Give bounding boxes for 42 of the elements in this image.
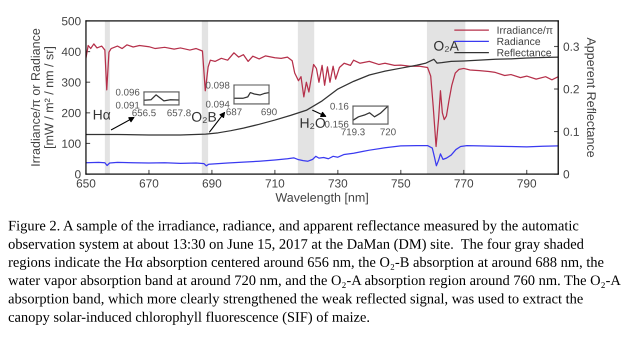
x-tick-label: 650 [76, 179, 96, 188]
legend-label: Radiance [497, 37, 540, 46]
x-axis-title: Wavelength [nm] [275, 192, 368, 204]
x-tick-label: 770 [454, 179, 474, 188]
x-tick-label: 790 [517, 179, 536, 188]
y-tick-label: 100 [62, 139, 81, 148]
y-tick-label: 500 [62, 17, 81, 26]
y-axis-title: Irradiance/π or Radiance [mW / m² / nm / sr] [30, 28, 56, 166]
y2-tick-label: 0 [564, 170, 570, 178]
caption: Figure 2. A sample of the irradiance, radiance, and apparent reflectance measured by the automatic observation system at about 13:30 on June 15, 2017 at the DaMan (DM) site. The four gray shaded regions indicate the Hα absorption centered around 656 nm, the O₂-B absorption at around 688 nm, the water vapor absorption band at around 720 nm, and the O₂-A absorption region around 760 nm. The O₂-A absorption band, which more clearly strengthened the weak reflected signal, was used to extract the canopy solar-induced chlorophyll fluorescence (SIF) of maize. [8, 220, 621, 325]
y-tick-label: 0.156 [324, 120, 348, 128]
x-tick-label: 656.5 [132, 109, 156, 116]
y-tick-label: 0 [75, 170, 81, 178]
x-tick-label: 690 [202, 179, 222, 188]
x-tick-label: 690 [261, 108, 277, 116]
x-tick-label: 710 [266, 179, 284, 188]
y2-axis-title: Apperent Reflectance [584, 37, 596, 158]
x-tick-label: 657.8 [167, 109, 191, 116]
x-tick-label: 687 [226, 108, 242, 116]
x-tick-label: 719.3 [341, 128, 365, 136]
x-tick-label: 750 [392, 179, 410, 188]
y-tick-label: 400 [62, 48, 81, 56]
y-tick-label: 0.16 [330, 102, 348, 110]
x-tick-label: 670 [140, 179, 158, 188]
x-tick-label: 720 [380, 128, 396, 136]
annotation: Hα [94, 110, 110, 120]
y-tick-label: 200 [62, 108, 81, 118]
y2-tick-label: 0.2 [564, 85, 579, 94]
annotation: O₂B [192, 112, 216, 123]
line-series [86, 56, 558, 136]
legend-label: Irradiance/π [498, 26, 553, 34]
y-tick-label: 0.094 [206, 100, 230, 108]
line-series [86, 144, 558, 166]
y-tick-label: 0.091 [116, 102, 140, 109]
x-tick-label: 730 [328, 179, 348, 188]
y2-tick-label: 0.3 [564, 42, 579, 51]
y-tick-label: 300 [62, 78, 81, 87]
band-label: O₂A [434, 40, 459, 52]
y2-tick-label: 0.1 [564, 128, 579, 136]
y-tick-label: 0.096 [116, 88, 140, 96]
annotation: H₂O [300, 118, 326, 129]
legend-label: Reflectance [497, 48, 552, 56]
